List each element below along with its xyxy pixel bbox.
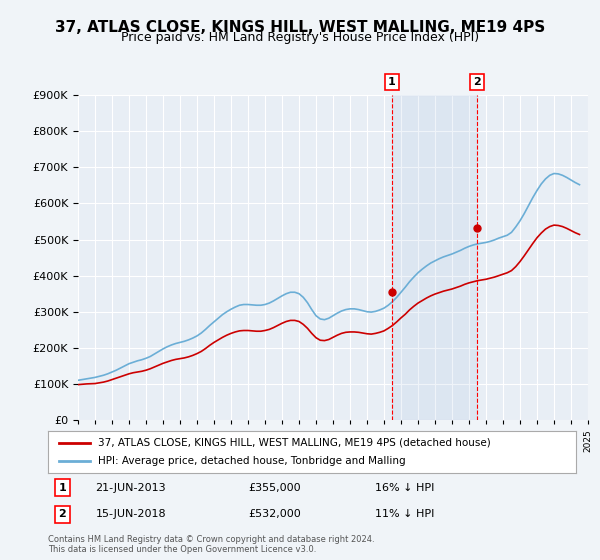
Bar bbox=[392, 95, 477, 420]
Text: 2: 2 bbox=[473, 77, 481, 87]
Text: HPI: Average price, detached house, Tonbridge and Malling: HPI: Average price, detached house, Tonb… bbox=[98, 456, 406, 466]
Text: Price paid vs. HM Land Registry's House Price Index (HPI): Price paid vs. HM Land Registry's House … bbox=[121, 31, 479, 44]
Text: 37, ATLAS CLOSE, KINGS HILL, WEST MALLING, ME19 4PS: 37, ATLAS CLOSE, KINGS HILL, WEST MALLIN… bbox=[55, 20, 545, 35]
Text: £532,000: £532,000 bbox=[248, 509, 301, 519]
Text: 1: 1 bbox=[59, 483, 67, 493]
Text: £355,000: £355,000 bbox=[248, 483, 301, 493]
Text: 11% ↓ HPI: 11% ↓ HPI bbox=[376, 509, 435, 519]
Text: Contains HM Land Registry data © Crown copyright and database right 2024.
This d: Contains HM Land Registry data © Crown c… bbox=[48, 535, 374, 554]
Text: 21-JUN-2013: 21-JUN-2013 bbox=[95, 483, 166, 493]
Text: 1: 1 bbox=[388, 77, 396, 87]
Text: 16% ↓ HPI: 16% ↓ HPI bbox=[376, 483, 435, 493]
Text: 2: 2 bbox=[59, 509, 67, 519]
Text: 37, ATLAS CLOSE, KINGS HILL, WEST MALLING, ME19 4PS (detached house): 37, ATLAS CLOSE, KINGS HILL, WEST MALLIN… bbox=[98, 438, 491, 448]
Text: 15-JUN-2018: 15-JUN-2018 bbox=[95, 509, 166, 519]
